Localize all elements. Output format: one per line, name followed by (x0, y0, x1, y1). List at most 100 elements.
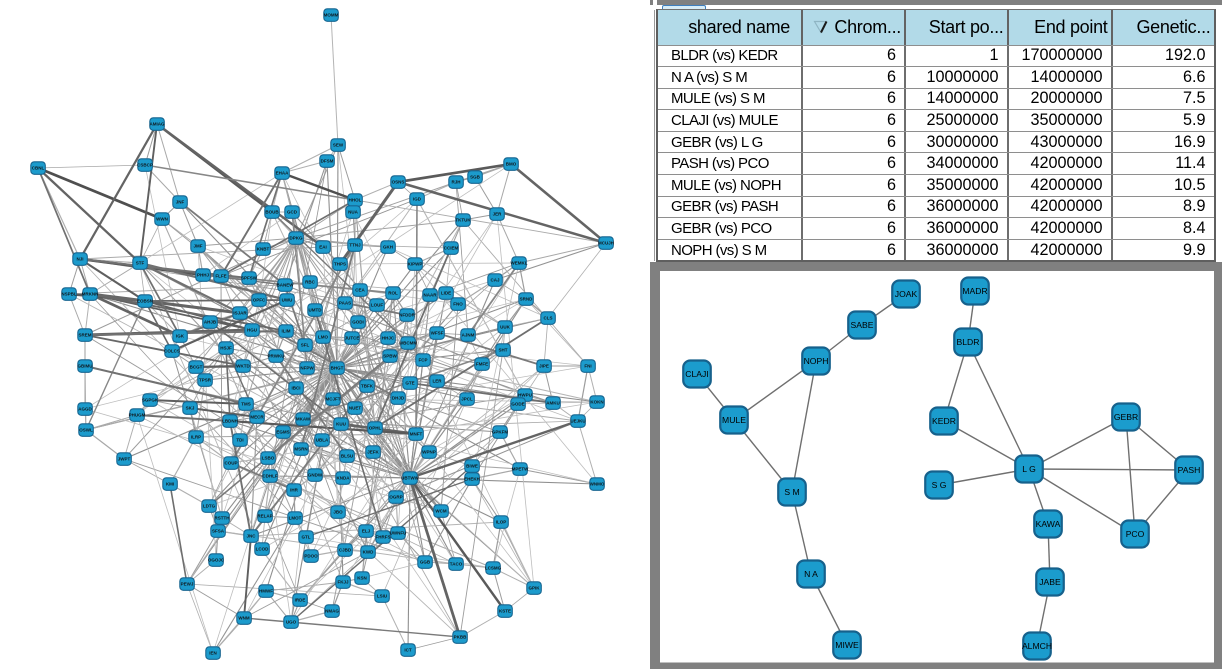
svg-text:KOKN: KOKN (590, 400, 603, 405)
svg-text:NUA: NUA (348, 210, 358, 215)
svg-text:UWNFU: UWNFU (390, 531, 407, 536)
svg-text:MKAW: MKAW (296, 417, 311, 422)
svg-text:JEFK: JEFK (367, 450, 379, 455)
svg-text:MNFT: MNFT (410, 432, 423, 437)
svg-text:JABE: JABE (1039, 577, 1061, 587)
svg-text:BIWE: BIWE (466, 464, 478, 469)
svg-text:DFSM: DFSM (321, 159, 334, 164)
svg-text:TKTUK: TKTUK (455, 218, 471, 223)
svg-text:EHAA: EHAA (276, 171, 290, 176)
svg-text:MSRN: MSRN (294, 447, 307, 452)
svg-text:PCO: PCO (1126, 529, 1145, 539)
svg-text:JPCL: JPCL (461, 397, 473, 402)
svg-text:KNDA: KNDA (337, 476, 351, 481)
svg-text:HMWF: HMWF (259, 589, 273, 594)
svg-text:SKJ: SKJ (186, 406, 195, 411)
svg-text:FMFE: FMFE (476, 362, 488, 367)
svg-text:BMO: BMO (506, 162, 517, 167)
svg-text:CLAJI: CLAJI (685, 369, 708, 379)
svg-text:OGRP: OGRP (389, 495, 402, 500)
svg-text:ICT: ICT (404, 648, 412, 653)
svg-text:NOPH: NOPH (804, 356, 829, 366)
svg-text:UGO: UGO (286, 620, 297, 625)
svg-text:ILRP: ILRP (191, 435, 201, 440)
svg-text:DPKG: DPKG (289, 236, 303, 241)
svg-text:JMF: JMF (194, 244, 203, 249)
svg-text:BOUB: BOUB (265, 210, 279, 215)
svg-text:MCJFT: MCJFT (326, 397, 341, 402)
svg-text:OPHL: OPHL (369, 426, 382, 431)
svg-text:RELAP: RELAP (257, 514, 272, 519)
svg-text:TPSR: TPSR (199, 378, 212, 383)
svg-text:GPIK: GPIK (528, 586, 540, 591)
svg-text:NUET: NUET (349, 406, 362, 411)
svg-text:PHUGM: PHUGM (129, 413, 146, 418)
svg-text:IGK: IGK (176, 334, 185, 339)
svg-text:LCSMG: LCSMG (485, 566, 502, 571)
svg-text:UBLA: UBLA (316, 438, 329, 443)
svg-text:LDTG: LDTG (203, 504, 216, 509)
svg-text:JER: JER (493, 212, 503, 217)
svg-text:IEN: IEN (209, 651, 217, 656)
svg-text:ROL: ROL (388, 291, 398, 296)
svg-text:OPFC: OPFC (253, 298, 266, 303)
svg-text:GTE: GTE (405, 381, 414, 386)
svg-text:BANEW: BANEW (277, 283, 295, 288)
svg-text:IGD: IGD (413, 197, 422, 202)
svg-text:COLCS: COLCS (164, 349, 180, 354)
svg-text:RSTTH: RSTTH (215, 516, 230, 521)
svg-text:TACO: TACO (450, 562, 463, 567)
svg-text:SREM: SREM (78, 333, 91, 338)
svg-text:AGGD: AGGD (78, 407, 92, 412)
svg-text:WNM: WNM (238, 616, 249, 621)
svg-text:GCD: GCD (287, 210, 298, 215)
svg-text:LSIU: LSIU (377, 594, 387, 599)
svg-text:KWD: KWD (363, 550, 374, 555)
svg-text:CAJ: CAJ (490, 278, 499, 283)
svg-text:NFDDR: NFDDR (399, 313, 415, 318)
svg-text:CSBCP: CSBCP (137, 163, 153, 168)
svg-text:EOBSN: EOBSN (137, 299, 153, 304)
svg-text:CCIEM: CCIEM (444, 246, 459, 251)
svg-text:MOMM: MOMM (324, 13, 339, 18)
svg-text:ISJAR: ISJAR (233, 311, 247, 316)
svg-text:S M: S M (784, 487, 799, 497)
svg-text:HSJF: HSJF (220, 346, 232, 351)
svg-text:BLSU: BLSU (341, 454, 353, 459)
svg-text:WEMKL: WEMKL (511, 261, 528, 266)
svg-text:PHHJ: PHHJ (197, 273, 210, 278)
svg-text:THPS: THPS (334, 262, 346, 267)
svg-text:MECR: MECR (250, 415, 264, 420)
svg-text:STF: STF (136, 261, 145, 266)
svg-text:WWN: WWN (156, 217, 168, 222)
svg-text:N A: N A (804, 569, 818, 579)
svg-text:WNMO: WNMO (590, 482, 605, 487)
svg-text:BHGT: BHGT (331, 366, 344, 371)
svg-text:SPBW: SPBW (383, 354, 397, 359)
svg-text:LOUF: LOUF (371, 303, 383, 308)
svg-text:FCP: FCP (419, 358, 428, 363)
svg-text:NAAR: NAAR (424, 293, 438, 298)
svg-text:OSNS: OSNS (392, 180, 405, 185)
svg-text:OGOJC: OGOJC (208, 558, 225, 563)
svg-text:LCOD: LCOD (256, 547, 269, 552)
svg-text:SFSA: SFSA (212, 529, 225, 534)
svg-text:PASH: PASH (1178, 465, 1201, 475)
svg-text:SHT: SHT (499, 348, 508, 353)
svg-text:RBC: RBC (305, 280, 315, 285)
svg-text:GPKFM: GPKFM (492, 430, 509, 435)
svg-text:JIPE: JIPE (539, 364, 549, 369)
svg-text:AJNM: AJNM (462, 333, 475, 338)
svg-text:KUU: KUU (336, 422, 346, 427)
svg-text:SGPGK: SGPGK (142, 398, 159, 403)
svg-text:ILOP: ILOP (496, 520, 507, 525)
svg-text:SEW: SEW (333, 143, 344, 148)
svg-text:GEBR: GEBR (1114, 412, 1138, 422)
svg-text:NSPBL: NSPBL (61, 292, 77, 297)
svg-text:SGB: SGB (470, 175, 481, 180)
svg-text:GODI: GODI (352, 320, 364, 325)
svg-text:KAWA: KAWA (1036, 519, 1061, 529)
svg-text:EHEKH: EHEKH (464, 477, 480, 482)
svg-text:PAAS: PAAS (339, 301, 351, 306)
svg-text:ELJ: ELJ (362, 529, 371, 534)
